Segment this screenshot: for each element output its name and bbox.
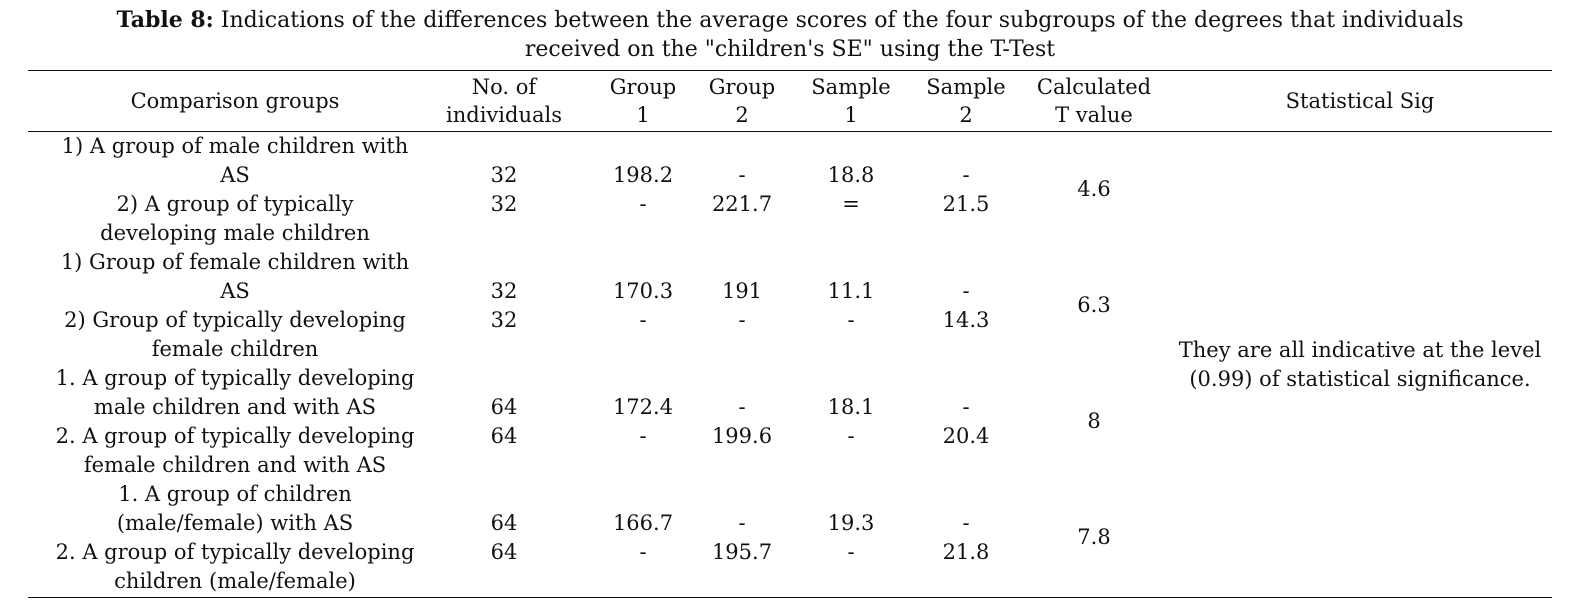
header-sample2-line2: 2 [959, 103, 973, 127]
sig-note-line-1: They are all indicative at the level [1178, 338, 1542, 362]
individuals-value: 32 [490, 279, 518, 303]
group1-value: 172.4 [612, 395, 674, 419]
header-sample1-line1: Sample [811, 75, 891, 99]
group1-value: - [639, 308, 647, 332]
group1-value: - [639, 540, 647, 564]
caption-label: Table 8: [116, 7, 214, 33]
caption-line-2: received on the "children's SE" using th… [524, 37, 1056, 62]
sample2-value: 14.3 [942, 308, 990, 332]
group2-value: 195.7 [711, 540, 773, 564]
individuals-value: 32 [490, 192, 518, 216]
header-statistical-sig: Statistical Sig [1285, 89, 1435, 113]
individuals-value: 32 [490, 308, 518, 332]
group2-value: 221.7 [711, 192, 773, 216]
bottom-rule [28, 597, 1552, 598]
comparison-line: AS [220, 163, 250, 187]
t-value: 4.6 [1077, 177, 1111, 201]
header-group2-line2: 2 [735, 103, 749, 127]
group1-value: 198.2 [612, 163, 674, 187]
sample2-value: 20.4 [942, 424, 990, 448]
header-sample1-line2: 1 [844, 103, 858, 127]
comparison-line: developing male children [100, 221, 370, 245]
sample1-value: 19.3 [827, 511, 875, 535]
group2-value: - [738, 308, 746, 332]
individuals-value: 64 [490, 540, 518, 564]
comparison-line: (male/female) with AS [116, 511, 354, 535]
group1-value: - [639, 192, 647, 216]
header-individuals-line1: No. of [471, 75, 537, 99]
sample1-value: = [842, 192, 860, 216]
caption-line-1: Table 8: Indications of the differences … [20, 6, 1560, 35]
group2-value: - [738, 163, 746, 187]
individuals-value: 32 [490, 163, 518, 187]
individuals-value: 64 [490, 511, 518, 535]
header-tvalue-line1: Calculated [1036, 75, 1152, 99]
comparison-line: 1) A group of male children with [61, 134, 409, 158]
header-group2-line1: Group [708, 75, 776, 99]
comparison-line: 2. A group of typically developing [55, 424, 415, 448]
header-rule [28, 131, 1552, 132]
sample1-value: 18.8 [827, 163, 875, 187]
group2-value: 191 [721, 279, 763, 303]
comparison-line: 1. A group of typically developing [55, 366, 415, 390]
table-caption: Table 8: Indications of the differences … [20, 6, 1560, 64]
sample2-value: 21.8 [942, 540, 990, 564]
caption-text-1: Indications of the differences between t… [213, 8, 1464, 33]
group2-value: 199.6 [711, 424, 773, 448]
sample1-value: - [847, 540, 855, 564]
header-group1-line1: Group [609, 75, 677, 99]
sample1-value: - [847, 424, 855, 448]
group1-value: - [639, 424, 647, 448]
comparison-line: 2. A group of typically developing [55, 540, 415, 564]
sample2-value: - [962, 279, 970, 303]
sig-note-line-2: (0.99) of statistical significance. [1189, 367, 1531, 391]
sample2-value: 21.5 [942, 192, 990, 216]
sample1-value: - [847, 308, 855, 332]
header-individuals-line2: individuals [446, 103, 562, 127]
individuals-value: 64 [490, 395, 518, 419]
top-rule [28, 70, 1552, 71]
sample2-value: - [962, 511, 970, 535]
t-value: 8 [1087, 409, 1101, 433]
comparison-line: male children and with AS [93, 395, 377, 419]
comparison-line: AS [220, 279, 250, 303]
group2-value: - [738, 511, 746, 535]
sample2-value: - [962, 395, 970, 419]
sample1-value: 18.1 [827, 395, 875, 419]
t-value: 6.3 [1077, 293, 1111, 317]
header-sample2-line1: Sample [926, 75, 1006, 99]
group1-value: 170.3 [612, 279, 674, 303]
individuals-value: 64 [490, 424, 518, 448]
group2-value: - [738, 395, 746, 419]
comparison-line: female children and with AS [83, 453, 387, 477]
comparison-line: 1) Group of female children with [60, 250, 410, 274]
header-group1-line2: 1 [636, 103, 650, 127]
header-tvalue-line2: T value [1055, 103, 1133, 127]
sample2-value: - [962, 163, 970, 187]
comparison-line: 2) Group of typically developing [64, 308, 406, 332]
comparison-line: children (male/female) [114, 569, 356, 593]
sample1-value: 11.1 [827, 279, 875, 303]
comparison-line: 2) A group of typically [116, 192, 354, 216]
group1-value: 166.7 [612, 511, 674, 535]
comparison-line: female children [151, 337, 319, 361]
header-comparison: Comparison groups [130, 89, 340, 113]
t-value: 7.8 [1077, 525, 1111, 549]
comparison-line: 1. A group of children [118, 482, 352, 506]
